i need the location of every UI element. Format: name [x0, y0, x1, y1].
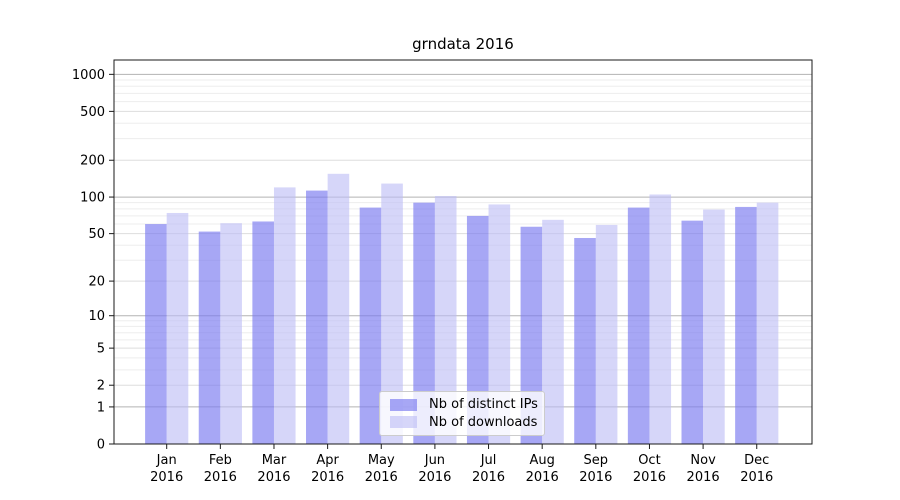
x-tick-label-year: 2016 — [472, 470, 505, 485]
legend-row-distinct-ips: Nb of distinct IPs — [390, 396, 538, 413]
x-tick-label-month: May — [368, 453, 395, 468]
x-tick-label-month: Dec — [744, 453, 769, 468]
y-tick-label: 50 — [88, 227, 105, 242]
x-tick-label-month: Aug — [529, 453, 554, 468]
x-tick-label-year: 2016 — [526, 470, 559, 485]
bar-downloads-Apr — [327, 173, 350, 444]
y-tick-label: 500 — [80, 105, 105, 120]
y-tick-label: 200 — [80, 154, 105, 169]
bar-downloads-Nov — [703, 209, 725, 444]
bar-distinct-ips-Jun — [413, 202, 435, 444]
bar-downloads-Oct — [649, 194, 672, 444]
legend-swatch-distinct-ips — [390, 398, 417, 411]
x-tick-label-year: 2016 — [150, 470, 183, 485]
bar-downloads-Sep — [595, 224, 618, 444]
y-tick-label: 0 — [97, 438, 105, 453]
x-tick-label-year: 2016 — [633, 470, 666, 485]
y-tick-label: 1000 — [72, 68, 105, 83]
legend-row-downloads: Nb of downloads — [390, 414, 538, 431]
legend-label-distinct-ips: Nb of distinct IPs — [429, 397, 538, 413]
x-tick-label-year: 2016 — [311, 470, 344, 485]
y-tick-label: 20 — [88, 275, 105, 290]
bar-distinct-ips-Sep — [574, 237, 596, 444]
bar-downloads-May — [381, 183, 403, 444]
bar-distinct-ips-Mar — [252, 221, 274, 444]
chart-title: grndata 2016 — [412, 35, 514, 53]
y-tick-label: 2 — [97, 379, 105, 394]
x-tick-label-year: 2016 — [365, 470, 398, 485]
bar-distinct-ips-Nov — [681, 220, 704, 444]
bar-distinct-ips-Jan — [145, 224, 167, 444]
legend: Nb of distinct IPs Nb of downloads — [379, 391, 545, 436]
bar-distinct-ips-Jul — [466, 215, 489, 444]
bar-downloads-Mar — [273, 187, 296, 444]
bar-distinct-ips-Feb — [198, 231, 221, 444]
bar-downloads-Feb — [220, 223, 242, 444]
y-tick-label: 5 — [97, 342, 105, 357]
x-tick-label-year: 2016 — [204, 470, 237, 485]
bar-distinct-ips-Aug — [520, 226, 543, 444]
bar-distinct-ips-Dec — [735, 206, 757, 444]
x-tick-label-year: 2016 — [418, 470, 451, 485]
x-tick-label-month: Sep — [584, 453, 609, 468]
bar-downloads-Jun — [434, 196, 457, 444]
x-tick-label-month: Nov — [690, 453, 716, 468]
y-tick-label: 1 — [97, 400, 105, 415]
plot-frame — [113, 59, 813, 445]
x-tick-label-year: 2016 — [257, 470, 290, 485]
x-tick-label-month: Mar — [262, 453, 287, 468]
bar-downloads-Dec — [756, 202, 779, 444]
y-tick-label: 100 — [80, 191, 105, 206]
bar-distinct-ips-Apr — [306, 190, 328, 444]
x-tick-label-month: Feb — [209, 453, 232, 468]
x-tick-label-month: Apr — [316, 453, 339, 468]
y-tick-label: 10 — [88, 309, 105, 324]
x-tick-label-year: 2016 — [579, 470, 612, 485]
bar-downloads-Jul — [488, 204, 511, 444]
bar-distinct-ips-May — [359, 207, 382, 444]
bar-downloads-Aug — [542, 219, 564, 444]
x-tick-label-month: Jun — [424, 453, 445, 468]
x-tick-label-year: 2016 — [687, 470, 720, 485]
x-tick-label-month: Jul — [480, 453, 497, 468]
bar-distinct-ips-Oct — [627, 207, 650, 444]
legend-label-downloads: Nb of downloads — [429, 414, 538, 430]
bar-downloads-Jan — [166, 212, 189, 444]
x-tick-label-year: 2016 — [740, 470, 773, 485]
x-tick-label-month: Oct — [638, 453, 660, 468]
legend-swatch-downloads — [390, 416, 417, 429]
x-tick-label-month: Jan — [156, 453, 177, 468]
